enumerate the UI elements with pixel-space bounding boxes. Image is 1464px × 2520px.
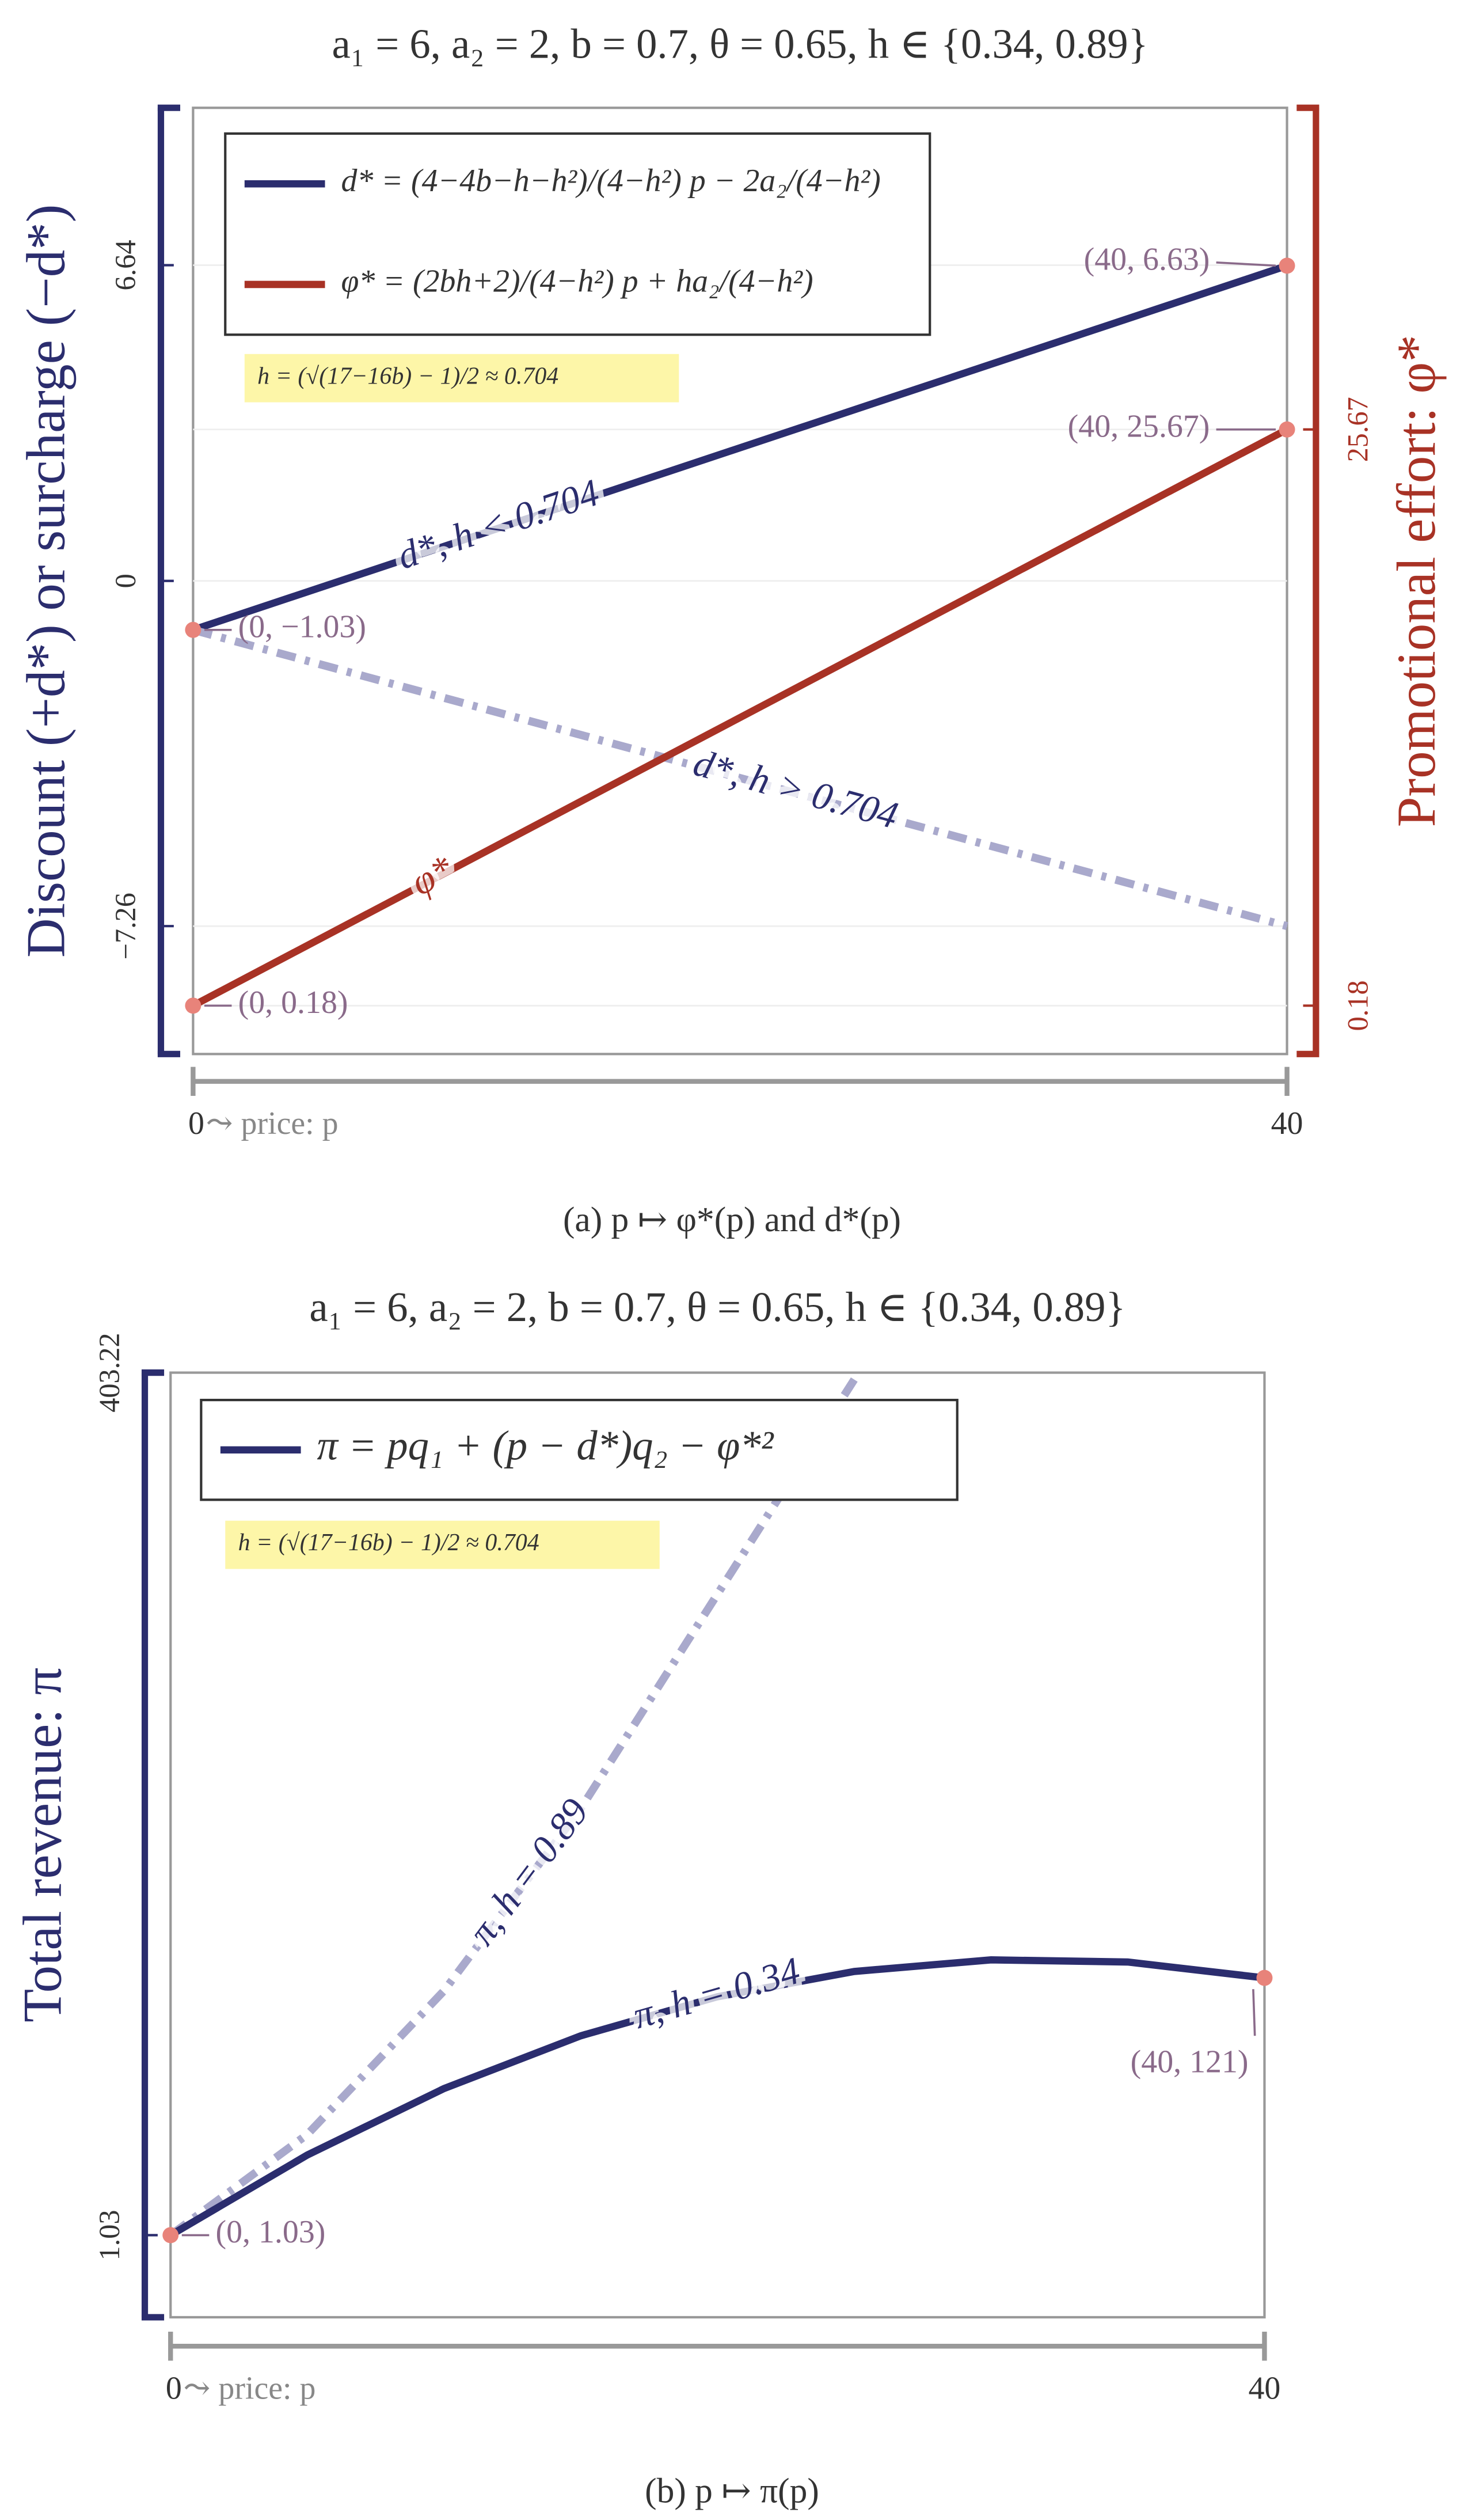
legend-box [224, 132, 931, 336]
annotation: (0, 0.18) [238, 985, 348, 1020]
curve-label: π, h = 0.34 [628, 1949, 804, 2037]
series-line [191, 426, 1289, 1009]
annotated-point [1279, 257, 1295, 274]
y-tick-label: 6.64 [109, 240, 142, 291]
legend-label: φ* = (2bh+2)/(4−h²) p + ha₂/(4−h²) [341, 264, 813, 299]
curve-label: φ* [404, 847, 460, 904]
annotated-point [1256, 1969, 1273, 1986]
y-tick-label: 1.03 [93, 2210, 126, 2260]
note-box [225, 1520, 660, 1569]
x-tick-label: 0 [166, 2370, 182, 2406]
y2-axis-label: Promotional effort: φ* [1386, 335, 1447, 827]
caption: (b) p ↦ π(p) [645, 2471, 819, 2510]
y-tick-label: −7.26 [109, 893, 142, 959]
y2-tick-label: 0.18 [1342, 980, 1374, 1031]
x-tick-label: 0 [188, 1106, 204, 1141]
x-axis-label: ⤳ price: p [206, 1106, 339, 1141]
legend-label: π = pq₁ + (p − d*)q₂ − φ*² [317, 1422, 774, 1468]
note: h = (√(17−16b) − 1)/2 ≈ 0.704 [257, 363, 558, 389]
annotation: (40, 25.67) [1068, 409, 1210, 445]
y-axis-label: Total revenue: π [12, 1668, 73, 2022]
note-box [244, 354, 679, 403]
series-line [168, 1377, 858, 2239]
annotated-point [162, 2227, 179, 2244]
annotated-point [185, 621, 201, 638]
caption: (a) p ↦ φ*(p) and d*(p) [563, 1200, 901, 1239]
curve-label: d*, h > 0.704 [689, 741, 903, 837]
annotated-point [185, 997, 201, 1014]
y-axis-label: Discount (+d*) or surcharge (−d*) [15, 204, 76, 958]
x-axis-label: ⤳ price: p [184, 2370, 316, 2406]
annotation-arrow [1216, 261, 1276, 267]
y2-tick-label: 25.67 [1342, 397, 1374, 462]
annotated-point [1279, 421, 1295, 438]
annotation: (0, −1.03) [238, 609, 366, 645]
chart-title: a₁ = 6, a₂ = 2, b = 0.7, θ = 0.65, h ∈ {… [332, 21, 1148, 67]
curve-label: d*, h < 0.704 [392, 470, 604, 578]
plot-frame [169, 1371, 1266, 2319]
legend-box [200, 1399, 959, 1501]
annotation-arrow [1252, 1989, 1256, 2036]
annotation: (0, 1.03) [216, 2214, 326, 2250]
note: h = (√(17−16b) − 1)/2 ≈ 0.704 [238, 1530, 539, 1556]
annotation: (40, 6.63) [1084, 242, 1210, 278]
series-line [192, 626, 1288, 930]
series-line [192, 262, 1288, 633]
chart-title: a₁ = 6, a₂ = 2, b = 0.7, θ = 0.65, h ∈ {… [309, 1284, 1125, 1330]
x-tick-label: 40 [1249, 2370, 1281, 2406]
annotation: (40, 121) [1131, 2044, 1249, 2079]
y-tick-label: 403.22 [93, 1333, 126, 1412]
y-tick-label: 0 [109, 574, 142, 588]
x-tick-label: 40 [1271, 1106, 1303, 1141]
series-line [169, 1956, 1265, 2238]
legend-label: d* = (4−4b−h−h²)/(4−h²) p − 2a₂/(4−h²) [341, 163, 880, 199]
curve-label: π, h = 0.89 [460, 1790, 597, 1953]
